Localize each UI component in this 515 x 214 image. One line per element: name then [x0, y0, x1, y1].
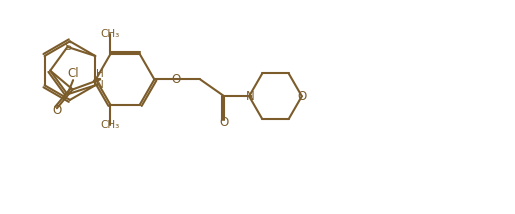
- Text: N: N: [246, 90, 255, 103]
- Text: CH₃: CH₃: [101, 29, 120, 39]
- Text: O: O: [52, 104, 61, 117]
- Text: O: O: [219, 116, 229, 129]
- Text: S: S: [64, 42, 71, 52]
- Text: H
N: H N: [96, 69, 104, 90]
- Text: CH₃: CH₃: [101, 120, 120, 130]
- Text: O: O: [171, 73, 180, 86]
- Text: Cl: Cl: [67, 67, 79, 80]
- Text: O: O: [297, 90, 306, 103]
